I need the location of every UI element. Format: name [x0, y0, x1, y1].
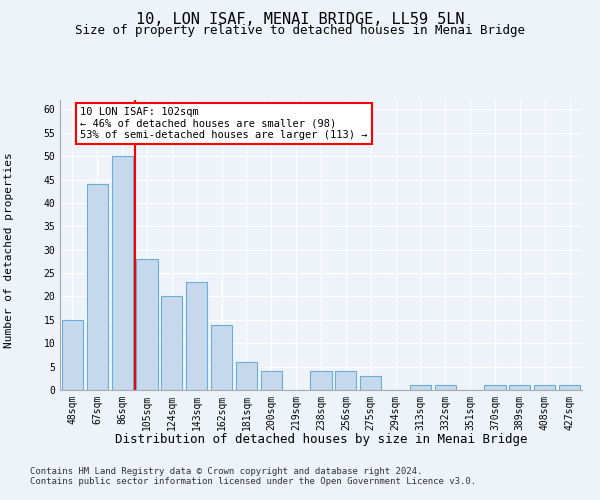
Text: Size of property relative to detached houses in Menai Bridge: Size of property relative to detached ho…	[75, 24, 525, 37]
Text: 10, LON ISAF, MENAI BRIDGE, LL59 5LN: 10, LON ISAF, MENAI BRIDGE, LL59 5LN	[136, 12, 464, 28]
Bar	[534, 386, 555, 390]
Bar	[261, 372, 282, 390]
Text: Contains HM Land Registry data © Crown copyright and database right 2024.: Contains HM Land Registry data © Crown c…	[30, 467, 422, 476]
Text: Distribution of detached houses by size in Menai Bridge: Distribution of detached houses by size …	[115, 432, 527, 446]
Bar	[509, 386, 530, 390]
Text: Number of detached properties: Number of detached properties	[4, 152, 14, 348]
Text: 10 LON ISAF: 102sqm
← 46% of detached houses are smaller (98)
53% of semi-detach: 10 LON ISAF: 102sqm ← 46% of detached ho…	[80, 107, 367, 140]
Bar	[186, 282, 207, 390]
Bar	[136, 259, 158, 390]
Bar	[410, 386, 431, 390]
Bar	[161, 296, 182, 390]
Bar	[236, 362, 257, 390]
Bar	[435, 386, 456, 390]
Bar	[62, 320, 83, 390]
Bar	[335, 372, 356, 390]
Bar	[484, 386, 506, 390]
Bar	[360, 376, 381, 390]
Bar	[310, 372, 332, 390]
Bar	[87, 184, 108, 390]
Bar	[211, 324, 232, 390]
Bar	[112, 156, 133, 390]
Bar	[559, 386, 580, 390]
Text: Contains public sector information licensed under the Open Government Licence v3: Contains public sector information licen…	[30, 477, 476, 486]
